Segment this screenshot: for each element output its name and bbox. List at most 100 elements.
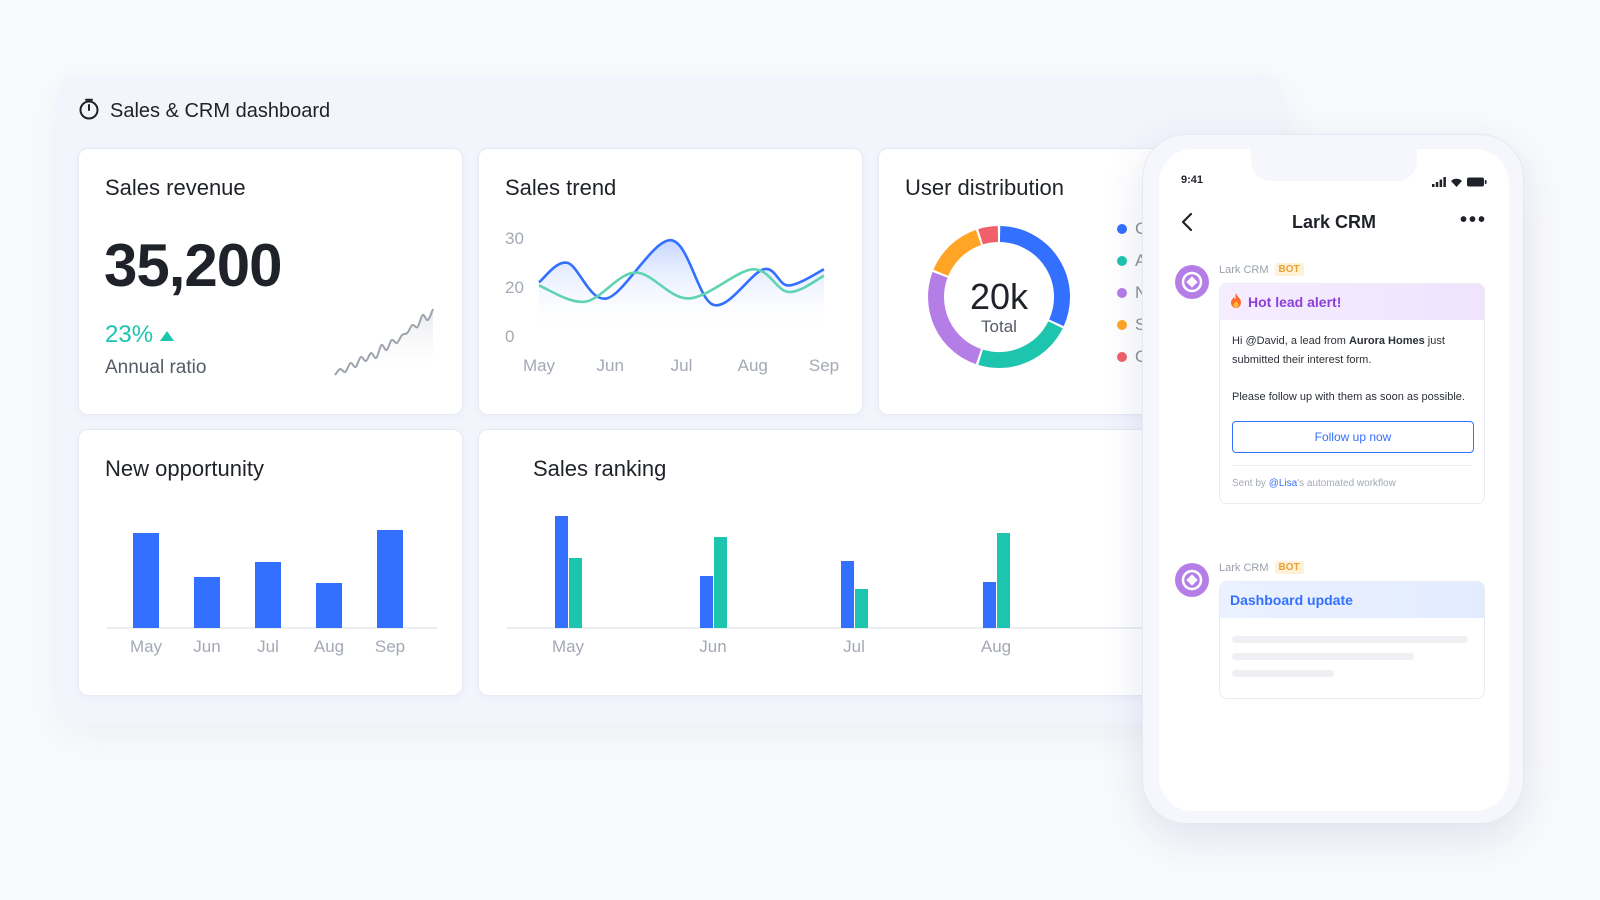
sparkline-area bbox=[335, 309, 433, 375]
x-tick: May bbox=[130, 637, 163, 656]
status-icons bbox=[1432, 174, 1487, 192]
x-tick: Jun bbox=[193, 637, 220, 656]
bot-tag: BOT bbox=[1274, 263, 1304, 276]
dashboard-header: Sales & CRM dashboard bbox=[78, 98, 330, 125]
bar bbox=[855, 589, 868, 628]
update-title: Dashboard update bbox=[1220, 582, 1484, 618]
more-button[interactable]: ••• bbox=[1459, 209, 1487, 231]
status-time: 9:41 bbox=[1181, 174, 1204, 186]
series-area bbox=[539, 240, 824, 334]
card-body: Hi @David, a lead from Aurora Homes just… bbox=[1220, 320, 1484, 503]
legend-dot bbox=[1117, 256, 1127, 266]
donut-slice-australia bbox=[978, 321, 1063, 368]
sparkline-chart bbox=[334, 308, 434, 376]
bar bbox=[983, 582, 996, 628]
y-tick: 30 bbox=[505, 229, 524, 248]
skeleton-line bbox=[1232, 653, 1414, 660]
battery-icon bbox=[1467, 174, 1487, 192]
bar bbox=[714, 537, 727, 628]
message-line-2: Please follow up with them as soon as po… bbox=[1232, 391, 1465, 403]
x-tick: Jul bbox=[843, 637, 865, 656]
legend-dot bbox=[1117, 224, 1127, 234]
x-tick: Sep bbox=[375, 637, 405, 656]
bot-name: Lark CRM bbox=[1219, 561, 1269, 574]
sales-trend-chart: 30 20 0 May Jun Jul Aug Sep bbox=[505, 229, 839, 375]
skeleton-line bbox=[1232, 636, 1468, 643]
bar bbox=[255, 562, 281, 628]
donut-center-label: Total bbox=[981, 317, 1017, 336]
card-title: User distribution bbox=[905, 175, 1064, 200]
x-tick: Jun bbox=[597, 356, 624, 375]
legend-dot bbox=[1117, 288, 1127, 298]
back-button[interactable] bbox=[1181, 212, 1193, 237]
ratio-value: 23% bbox=[105, 321, 154, 348]
bot-tag: BOT bbox=[1274, 561, 1304, 574]
bar bbox=[997, 533, 1010, 628]
bar bbox=[133, 533, 159, 628]
x-tick: May bbox=[523, 356, 556, 375]
divider bbox=[1232, 465, 1472, 466]
bot-name-row: Lark CRM BOT bbox=[1219, 561, 1304, 574]
sales-trend-card[interactable]: Sales trend 30 20 0 May Jun Jul Aug Sep bbox=[478, 148, 863, 415]
x-tick: Aug bbox=[981, 637, 1011, 656]
y-tick: 20 bbox=[505, 278, 524, 297]
user-mention[interactable]: @Lisa bbox=[1268, 478, 1298, 489]
card-title: Sales revenue bbox=[105, 175, 246, 200]
bot-name: Lark CRM bbox=[1219, 263, 1269, 276]
company-name: Aurora Homes bbox=[1348, 335, 1425, 347]
app-title: Lark CRM bbox=[1291, 212, 1376, 232]
phone-notch bbox=[1251, 149, 1417, 181]
donut-slice-others bbox=[978, 226, 999, 245]
text: just submitted their interest form. bbox=[1232, 335, 1445, 366]
series-line bbox=[538, 268, 825, 304]
x-tick: Sep bbox=[809, 356, 839, 375]
bar bbox=[555, 516, 568, 628]
bar bbox=[194, 577, 220, 628]
card-title: Sales ranking bbox=[533, 456, 667, 481]
follow-up-button[interactable]: Follow up now bbox=[1232, 421, 1474, 453]
sales-revenue-card[interactable]: Sales revenue 35,200 23% Annual ratio bbox=[78, 148, 463, 415]
legend-dot bbox=[1117, 352, 1127, 362]
dashboard-title: Sales & CRM dashboard bbox=[110, 100, 331, 122]
hot-lead-card[interactable]: Hot lead alert! Hi @David, a lead from A… bbox=[1219, 283, 1485, 504]
ratio-change: 23% bbox=[105, 321, 175, 349]
revenue-value: 35,200 bbox=[104, 232, 283, 299]
bar bbox=[569, 558, 582, 628]
user-distribution-card[interactable]: User distribution 20k Total ChinaAustral… bbox=[878, 148, 1178, 415]
phone-mockup: 9:41 Lark CRM ••• Lark CRM BOT bbox=[1142, 134, 1524, 824]
card-footer: Sent by @Lisa's automated workflow bbox=[1232, 466, 1472, 503]
x-tick: Jun bbox=[699, 637, 726, 656]
signal-icon bbox=[1432, 174, 1446, 192]
bot-avatar bbox=[1175, 265, 1209, 299]
text: Sent by bbox=[1232, 478, 1269, 489]
x-tick: Jul bbox=[671, 356, 693, 375]
donut-chart: 20k Total bbox=[928, 226, 1070, 368]
series-line bbox=[538, 238, 825, 307]
wifi-icon bbox=[1450, 174, 1463, 192]
donut-slice-china bbox=[999, 226, 1070, 327]
y-tick: 0 bbox=[505, 327, 514, 346]
message-line-1: Hi @David, a lead from Aurora Homes just… bbox=[1232, 332, 1472, 370]
phone-screen: 9:41 Lark CRM ••• Lark CRM BOT bbox=[1159, 149, 1509, 811]
bot-logo-icon bbox=[1181, 271, 1203, 293]
sales-ranking-card[interactable]: Sales ranking May Jun Jul Aug bbox=[478, 429, 1178, 696]
card-header: Hot lead alert! bbox=[1220, 284, 1484, 320]
legend-dot bbox=[1117, 320, 1127, 330]
bot-logo-icon bbox=[1181, 569, 1203, 591]
ratio-label: Annual ratio bbox=[105, 357, 207, 378]
donut-center-value: 20k bbox=[970, 276, 1029, 317]
bar bbox=[377, 530, 403, 628]
donut-slice-singapore bbox=[933, 229, 982, 277]
x-tick: May bbox=[552, 637, 585, 656]
bar bbox=[841, 561, 854, 628]
card-title: Sales trend bbox=[505, 175, 617, 200]
card-title: New opportunity bbox=[105, 456, 264, 481]
bot-name-row: Lark CRM BOT bbox=[1219, 263, 1304, 276]
skeleton-line bbox=[1232, 670, 1334, 677]
dashboard-update-card[interactable]: Dashboard update bbox=[1219, 581, 1485, 699]
donut-slice-north-america bbox=[928, 272, 982, 365]
bar bbox=[316, 583, 342, 628]
triangle-up-icon bbox=[159, 321, 175, 349]
new-opportunity-card[interactable]: New opportunity May Jun Jul Aug Sep bbox=[78, 429, 463, 696]
text: 's automated workflow bbox=[1297, 478, 1396, 489]
